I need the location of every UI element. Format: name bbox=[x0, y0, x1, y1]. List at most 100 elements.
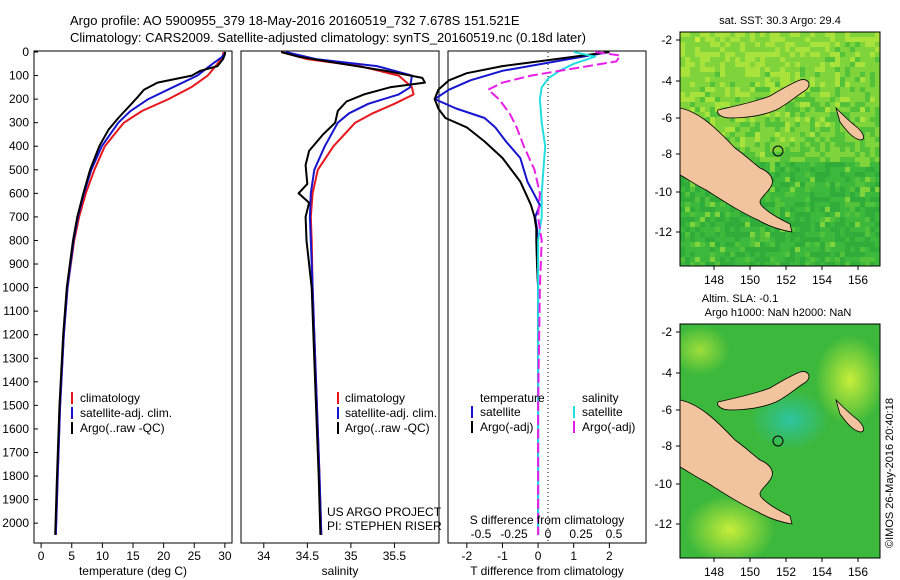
sst-cell bbox=[780, 172, 785, 177]
sst-cell bbox=[865, 117, 870, 122]
sst-cell bbox=[740, 32, 745, 37]
sst-cell bbox=[755, 257, 760, 262]
sst-cell bbox=[750, 152, 755, 157]
sst-cell bbox=[765, 202, 770, 207]
sst-cell bbox=[695, 252, 700, 257]
sst-cell bbox=[740, 47, 745, 52]
sst-cell bbox=[840, 132, 845, 137]
sst-cell bbox=[795, 247, 800, 252]
sst-cell bbox=[820, 127, 825, 132]
sst-cell bbox=[750, 67, 755, 72]
sst-cell bbox=[785, 157, 790, 162]
sst-cell bbox=[860, 52, 865, 57]
sst-cell bbox=[710, 97, 715, 102]
sst-cell bbox=[775, 172, 780, 177]
sst-cell bbox=[840, 57, 845, 62]
sst-cell bbox=[835, 182, 840, 187]
sst-cell bbox=[695, 82, 700, 87]
sst-cell bbox=[755, 52, 760, 57]
sst-cell bbox=[755, 252, 760, 257]
sst-cell bbox=[705, 112, 710, 117]
sst-cell bbox=[820, 192, 825, 197]
sst-cell bbox=[745, 222, 750, 227]
sst-cell bbox=[825, 147, 830, 152]
sst-cell bbox=[700, 87, 705, 92]
sst-cell bbox=[765, 162, 770, 167]
sst-cell bbox=[825, 197, 830, 202]
sst-cell bbox=[735, 122, 740, 127]
sst-cell bbox=[870, 257, 875, 262]
sst-cell bbox=[785, 67, 790, 72]
sst-cell bbox=[710, 92, 715, 97]
sst-cell bbox=[865, 172, 870, 177]
sst-cell bbox=[735, 247, 740, 252]
sst-cell bbox=[730, 77, 735, 82]
sst-cell bbox=[825, 52, 830, 57]
sst-cell bbox=[800, 72, 805, 77]
sst-cell bbox=[715, 102, 720, 107]
sst-cell bbox=[800, 142, 805, 147]
sst-cell bbox=[835, 32, 840, 37]
sst-cell bbox=[860, 182, 865, 187]
sst-cell bbox=[715, 127, 720, 132]
sst-cell bbox=[845, 62, 850, 67]
sst-cell bbox=[830, 127, 835, 132]
sst-cell bbox=[870, 102, 875, 107]
sst-cell bbox=[730, 217, 735, 222]
sst-cell bbox=[715, 107, 720, 112]
sst-cell bbox=[810, 72, 815, 77]
sst-cell bbox=[720, 57, 725, 62]
sst-cell bbox=[760, 47, 765, 52]
sst-cell bbox=[860, 197, 865, 202]
sst-cell bbox=[865, 77, 870, 82]
sst-cell bbox=[815, 152, 820, 157]
sst-cell bbox=[685, 42, 690, 47]
sst-cell bbox=[825, 137, 830, 142]
sst-cell bbox=[830, 87, 835, 92]
sst-cell bbox=[865, 197, 870, 202]
map-y-tick-label: -12 bbox=[655, 517, 673, 531]
sst-cell bbox=[870, 42, 875, 47]
sst-cell bbox=[795, 142, 800, 147]
sst-cell bbox=[870, 237, 875, 242]
sst-cell bbox=[840, 97, 845, 102]
sst-cell bbox=[840, 32, 845, 37]
sst-cell bbox=[730, 132, 735, 137]
sst-cell bbox=[870, 72, 875, 77]
sst-cell bbox=[735, 37, 740, 42]
sst-cell bbox=[785, 152, 790, 157]
sst-cell bbox=[720, 217, 725, 222]
sst-cell bbox=[705, 87, 710, 92]
sst-cell bbox=[820, 87, 825, 92]
sst-cell bbox=[875, 142, 880, 147]
sst-cell bbox=[850, 197, 855, 202]
sst-cell bbox=[875, 137, 880, 142]
sst-cell bbox=[820, 162, 825, 167]
sst-cell bbox=[845, 227, 850, 232]
sst-cell bbox=[685, 227, 690, 232]
sst-cell bbox=[760, 137, 765, 142]
sst-cell bbox=[805, 222, 810, 227]
sst-cell bbox=[700, 232, 705, 237]
sst-cell bbox=[710, 252, 715, 257]
sst-cell bbox=[745, 122, 750, 127]
sst-cell bbox=[790, 262, 795, 266]
sst-cell bbox=[870, 242, 875, 247]
sst-cell bbox=[725, 132, 730, 137]
sst-cell bbox=[805, 202, 810, 207]
sst-cell bbox=[680, 42, 685, 47]
sst-cell bbox=[875, 112, 880, 117]
depth-tick-label: 1600 bbox=[2, 422, 29, 436]
sst-cell bbox=[875, 157, 880, 162]
sst-cell bbox=[735, 67, 740, 72]
sst-cell bbox=[810, 152, 815, 157]
map-y-tick-label: -10 bbox=[655, 477, 673, 491]
sst-cell bbox=[835, 147, 840, 152]
sst-cell bbox=[815, 212, 820, 217]
sst-cell bbox=[745, 132, 750, 137]
sst-cell bbox=[870, 202, 875, 207]
sst-cell bbox=[835, 192, 840, 197]
sst-cell bbox=[760, 127, 765, 132]
sst-cell bbox=[855, 157, 860, 162]
sst-cell bbox=[835, 97, 840, 102]
